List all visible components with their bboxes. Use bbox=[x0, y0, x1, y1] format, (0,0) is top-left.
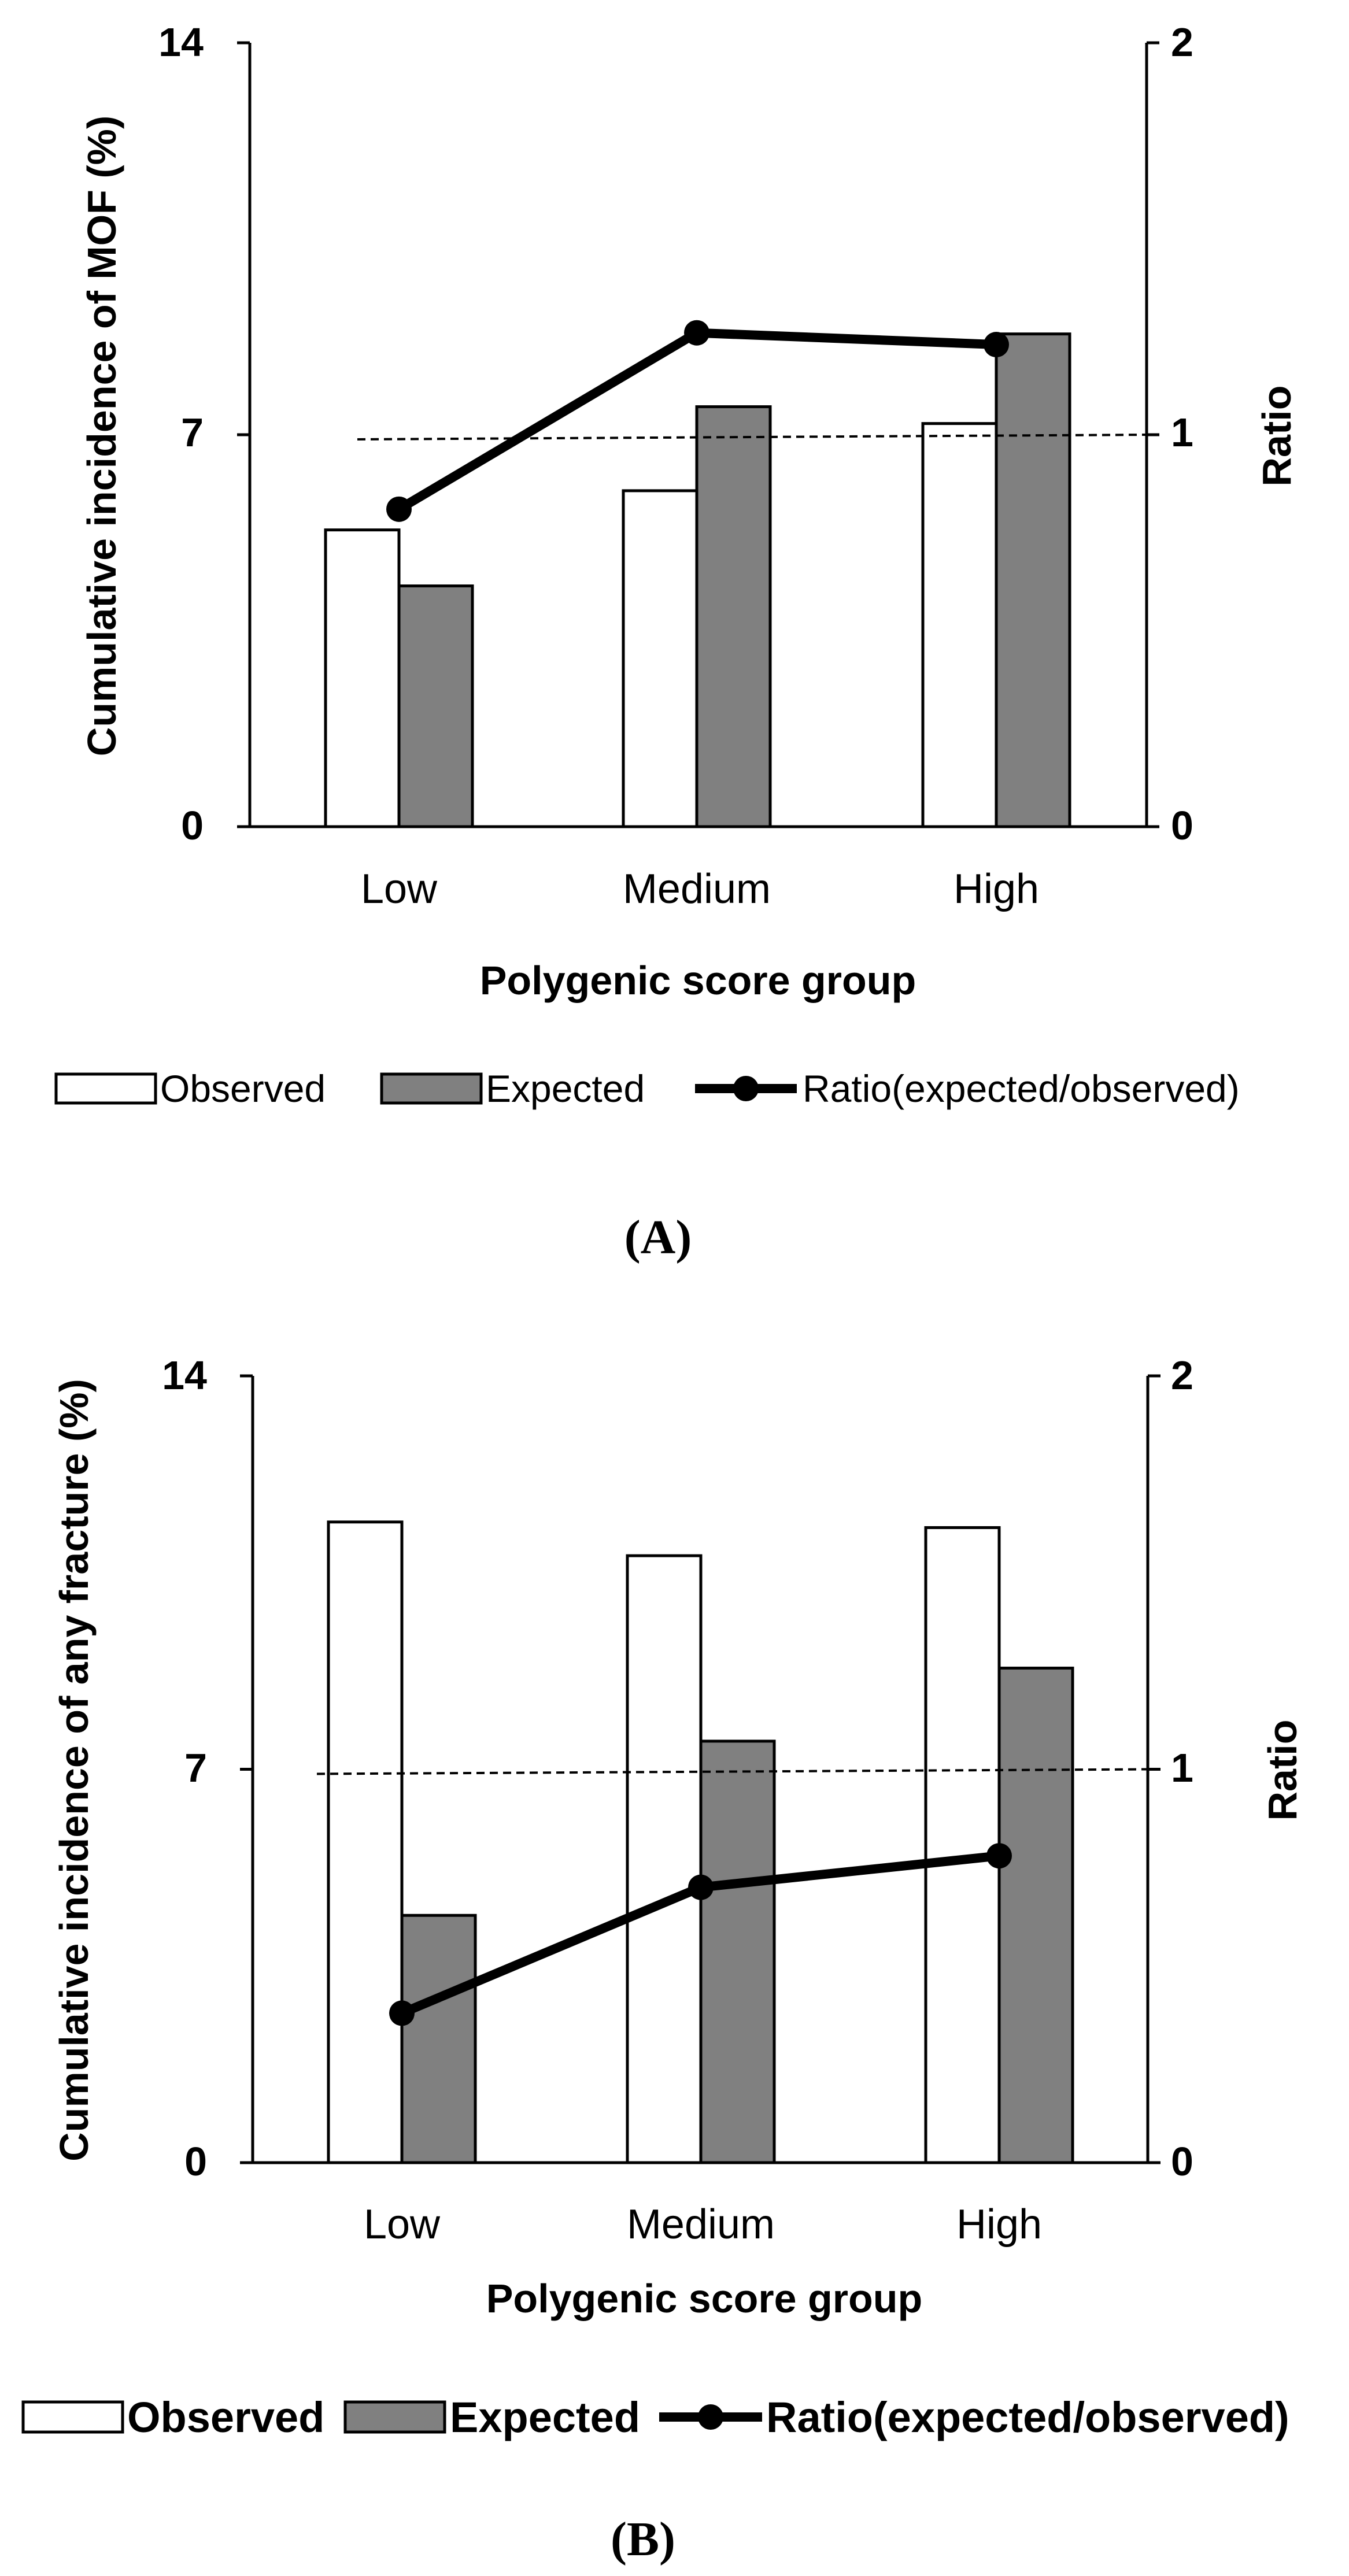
panel-b-cat-medium: Medium bbox=[627, 2201, 775, 2248]
panel-a-legend-observed-swatch bbox=[54, 1072, 157, 1105]
panel-b-ytick-14: 14 bbox=[162, 1353, 207, 1398]
panel-b-ylabel: Cumulative incidence of any fracture (%) bbox=[51, 1379, 97, 2162]
panel-b-cat-high: High bbox=[956, 2201, 1042, 2248]
panel-a-legend-expected-label: Expected bbox=[486, 1067, 645, 1110]
panel-b-ratio-point-low bbox=[389, 2000, 415, 2026]
panel-a-ratio-point-medium bbox=[684, 320, 709, 346]
panel-a-ratio-line bbox=[386, 320, 1009, 522]
panel-b-ratio-line bbox=[389, 1843, 1012, 2026]
panel-a-cat-low: Low bbox=[361, 866, 438, 912]
panel-a-caption: (A) bbox=[624, 1211, 692, 1264]
panel-a-y2tick-2: 2 bbox=[1171, 20, 1193, 65]
panel-b-y2tick-0: 0 bbox=[1171, 2139, 1193, 2184]
panel-b-legend-expected-label: Expected bbox=[450, 2393, 640, 2441]
panel-a-bar-expected-low bbox=[397, 584, 474, 828]
panel-a: 0 7 14 0 1 2 Low Medium High Polygenic s… bbox=[54, 20, 1299, 1264]
panel-a-bar-observed-low bbox=[324, 528, 401, 828]
panel-a-legend-observed-label: Observed bbox=[160, 1067, 326, 1110]
panel-b-bar-expected-medium bbox=[699, 1739, 776, 2164]
panel-a-bar-expected-high bbox=[995, 332, 1071, 828]
panel-b-legend-observed-swatch bbox=[21, 2400, 124, 2434]
panel-b-y2tick-1: 1 bbox=[1171, 1745, 1193, 1790]
panel-a-ytick-0: 0 bbox=[181, 803, 204, 848]
panel-a-cat-high: High bbox=[953, 866, 1039, 912]
panel-a-bar-observed-medium bbox=[622, 489, 698, 828]
panel-b-tick-marks bbox=[240, 1374, 1160, 2164]
panel-b-ratio-point-high bbox=[986, 1843, 1012, 1869]
panel-a-tick-marks bbox=[237, 41, 1159, 828]
panel-a-ytick-7: 7 bbox=[181, 410, 204, 455]
panel-a-legend: Observed Expected Ratio(expected/observe… bbox=[54, 1067, 1240, 1110]
panel-b-ytick-0: 0 bbox=[184, 2139, 207, 2184]
panel-b-y2tick-2: 2 bbox=[1171, 1353, 1193, 1398]
panel-a-y2tick-1: 1 bbox=[1171, 410, 1193, 455]
panel-b-xlabel: Polygenic score group bbox=[486, 2276, 923, 2321]
panel-b-bar-observed-medium bbox=[626, 1554, 703, 2164]
panel-a-legend-expected-swatch bbox=[380, 1072, 483, 1105]
panel-a-reference-line bbox=[357, 434, 1147, 441]
panel-a-xlabel: Polygenic score group bbox=[480, 958, 916, 1003]
panel-b-bars bbox=[327, 1520, 1074, 2164]
panel-b-legend: Observed Expected Ratio(expected/observe… bbox=[21, 2393, 1289, 2441]
panel-b-legend-observed-label: Observed bbox=[127, 2393, 324, 2441]
panel-a-ratio-point-low bbox=[386, 496, 412, 522]
panel-b: 0 7 14 0 1 2 Low Medium High Polygenic s… bbox=[21, 1353, 1305, 2566]
panel-b-bar-observed-high bbox=[924, 1526, 1001, 2164]
panel-a-y2tick-0: 0 bbox=[1171, 803, 1193, 848]
panel-a-ylabel: Cumulative incidence of MOF (%) bbox=[79, 116, 124, 756]
panel-b-legend-expected-swatch bbox=[343, 2400, 446, 2434]
panel-b-legend-ratio-marker bbox=[698, 2404, 723, 2430]
panel-b-ratio-point-medium bbox=[688, 1874, 714, 1900]
panel-a-ratio-reference-dashed bbox=[357, 434, 1147, 441]
panel-b-ytick-7: 7 bbox=[184, 1745, 207, 1790]
panel-b-legend-ratio-label: Ratio(expected/observed) bbox=[766, 2393, 1289, 2441]
panel-b-bar-expected-low bbox=[400, 1914, 477, 2164]
panel-a-bar-expected-medium bbox=[695, 405, 772, 828]
panel-b-reference-line bbox=[316, 1768, 1148, 1775]
panel-b-caption: (B) bbox=[611, 2512, 675, 2566]
panel-a-cat-medium: Medium bbox=[623, 866, 771, 912]
panel-a-bars bbox=[324, 332, 1071, 828]
panel-a-y2label: Ratio bbox=[1254, 386, 1299, 487]
panel-b-bar-observed-low bbox=[327, 1520, 404, 2164]
panel-a-ratio-point-high bbox=[984, 332, 1009, 358]
panel-a-legend-ratio-label: Ratio(expected/observed) bbox=[803, 1067, 1240, 1110]
panel-a-bar-observed-high bbox=[921, 422, 998, 828]
panel-b-y2label: Ratio bbox=[1260, 1720, 1305, 1821]
panel-b-bar-expected-high bbox=[997, 1667, 1074, 2164]
panel-b-ratio-reference-dashed bbox=[316, 1768, 1148, 1775]
panel-b-cat-low: Low bbox=[364, 2201, 441, 2248]
panel-a-legend-ratio-marker bbox=[733, 1076, 759, 1101]
panel-a-ytick-14: 14 bbox=[158, 20, 204, 65]
